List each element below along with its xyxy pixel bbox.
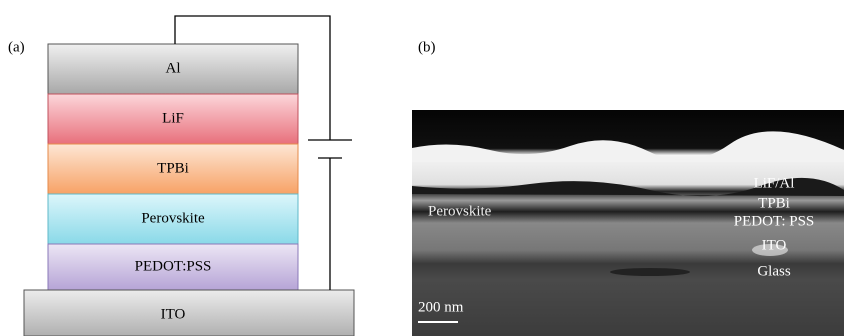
annotation: Perovskite [428,203,492,219]
layer-label: PEDOT:PSS [135,258,212,274]
sem-texture [610,268,690,276]
annotation: TPBi [758,195,790,211]
layer-label: TPBi [157,160,189,176]
scale-bar-label: 200 nm [418,299,464,315]
layer-label: Perovskite [141,210,205,226]
annotation: PEDOT: PSS [734,213,815,229]
panel-label: (b) [418,39,436,55]
figure: (a) AlLiFTPBiPerovskitePEDOT:PSSITO (b) … [0,0,844,336]
annotation: ITO [762,237,787,253]
layer-label: Al [166,60,181,76]
layer [24,290,354,336]
layer-stack: Al LiF TPBi Perovskite PEDOT:PSS ITO [24,44,354,336]
panel-label: (a) [8,39,25,55]
annotation: Glass [757,263,790,279]
annotation: LiF/Al [754,175,795,191]
layer-label: LiF [162,110,184,126]
layer-label: ITO [161,306,186,322]
